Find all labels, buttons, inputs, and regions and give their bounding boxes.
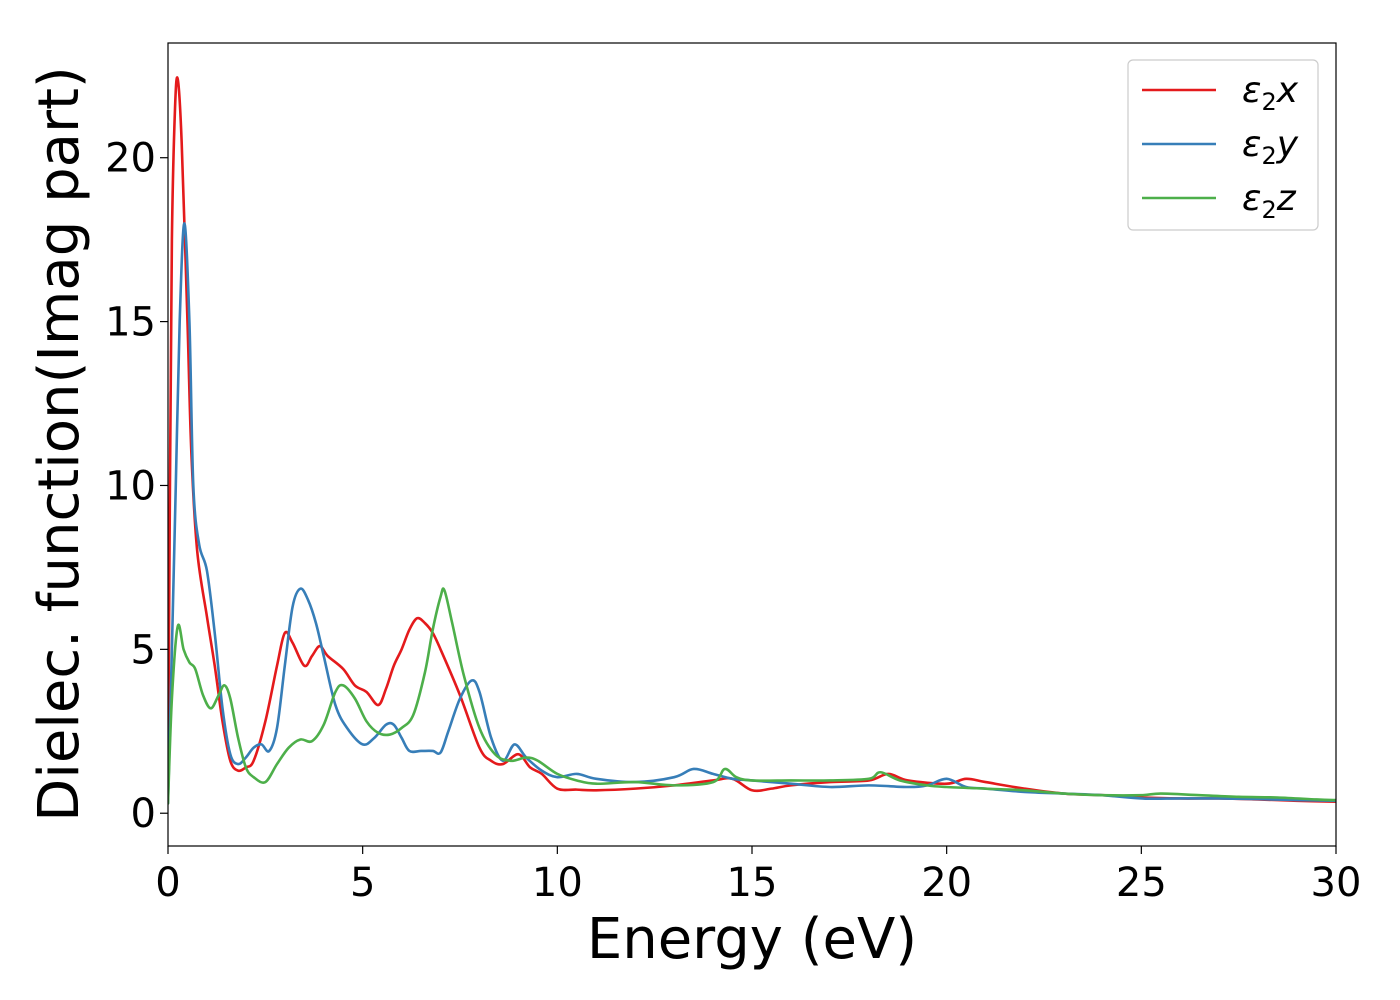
series-layer xyxy=(168,76,1336,805)
legend-subscript: 2 xyxy=(1261,88,1276,116)
x-tick-label: 30 xyxy=(1311,860,1362,906)
legend-symbol: ε xyxy=(1242,178,1261,219)
legend-subscript: 2 xyxy=(1261,196,1276,224)
y-tick-label: 20 xyxy=(105,136,156,182)
x-axis: 0 5 10 15 20 25 30 xyxy=(155,846,1361,906)
legend-symbol: ε xyxy=(1242,124,1261,165)
legend-suffix: y xyxy=(1276,124,1299,165)
y-axis: 0 5 10 15 20 xyxy=(105,136,168,837)
legend-label-z: ε2z xyxy=(1242,178,1297,224)
legend-label-y: ε2y xyxy=(1242,124,1299,170)
x-tick-label: 15 xyxy=(727,860,778,906)
y-tick-label: 10 xyxy=(105,463,156,509)
x-tick-label: 10 xyxy=(532,860,583,906)
x-tick-label: 0 xyxy=(155,860,180,906)
y-tick-label: 0 xyxy=(131,791,156,837)
legend-suffix: z xyxy=(1276,178,1297,219)
y-tick-label: 15 xyxy=(105,300,156,346)
legend-label-x: ε2x xyxy=(1242,70,1299,116)
legend-box xyxy=(1127,59,1319,231)
x-tick-label: 25 xyxy=(1116,860,1167,906)
y-axis-title: Dielec. function(Imag part) xyxy=(27,66,92,822)
legend-subscript: 2 xyxy=(1261,142,1276,170)
x-tick-label: 20 xyxy=(921,860,972,906)
legend-symbol: ε xyxy=(1242,70,1261,111)
series-line-x xyxy=(168,76,1336,804)
series-line-z xyxy=(168,587,1336,805)
legend-suffix: x xyxy=(1276,70,1299,111)
x-tick-label: 5 xyxy=(350,860,375,906)
x-axis-title: Energy (eV) xyxy=(587,907,917,972)
y-tick-label: 5 xyxy=(131,627,156,673)
